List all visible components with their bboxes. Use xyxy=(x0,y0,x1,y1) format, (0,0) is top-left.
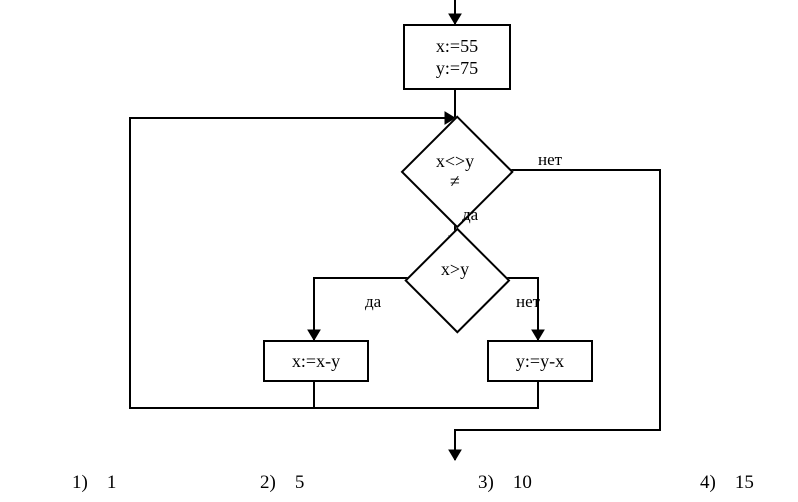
procy-text: y:=y-x xyxy=(516,350,564,373)
answer-3-val: 10 xyxy=(513,472,532,493)
flowchart-canvas: { "colors": { "stroke": "#000000", "back… xyxy=(0,0,798,502)
label-cond2-no: нет xyxy=(516,292,540,312)
answer-2-num: 2) xyxy=(260,472,276,493)
answer-4-val: 15 xyxy=(735,472,754,493)
procx-text: x:=x-y xyxy=(292,350,340,373)
node-procy-process: y:=y-x xyxy=(487,340,593,382)
answer-1-val: 1 xyxy=(107,472,117,493)
answer-1: 1) 1 xyxy=(72,472,116,494)
answer-row: 1) 1 2) 5 3) 10 4) 15 xyxy=(0,466,798,494)
answer-3-num: 3) xyxy=(478,472,494,493)
node-init-line1: x:=55 xyxy=(436,35,478,58)
label-cond1-no: нет xyxy=(538,150,562,170)
answer-2: 2) 5 xyxy=(260,472,304,494)
answer-1-num: 1) xyxy=(72,472,88,493)
label-cond1-yes: да xyxy=(462,205,478,225)
label-cond2-yes: да xyxy=(365,292,381,312)
node-init-process: x:=55 y:=75 xyxy=(403,24,511,90)
answer-4-num: 4) xyxy=(700,472,716,493)
answer-3: 3) 10 xyxy=(478,472,532,494)
answer-2-val: 5 xyxy=(295,472,305,493)
answer-4: 4) 15 xyxy=(700,472,754,494)
flowchart-connectors xyxy=(0,0,798,502)
node-procx-process: x:=x-y xyxy=(263,340,369,382)
node-init-line2: y:=75 xyxy=(436,57,478,80)
